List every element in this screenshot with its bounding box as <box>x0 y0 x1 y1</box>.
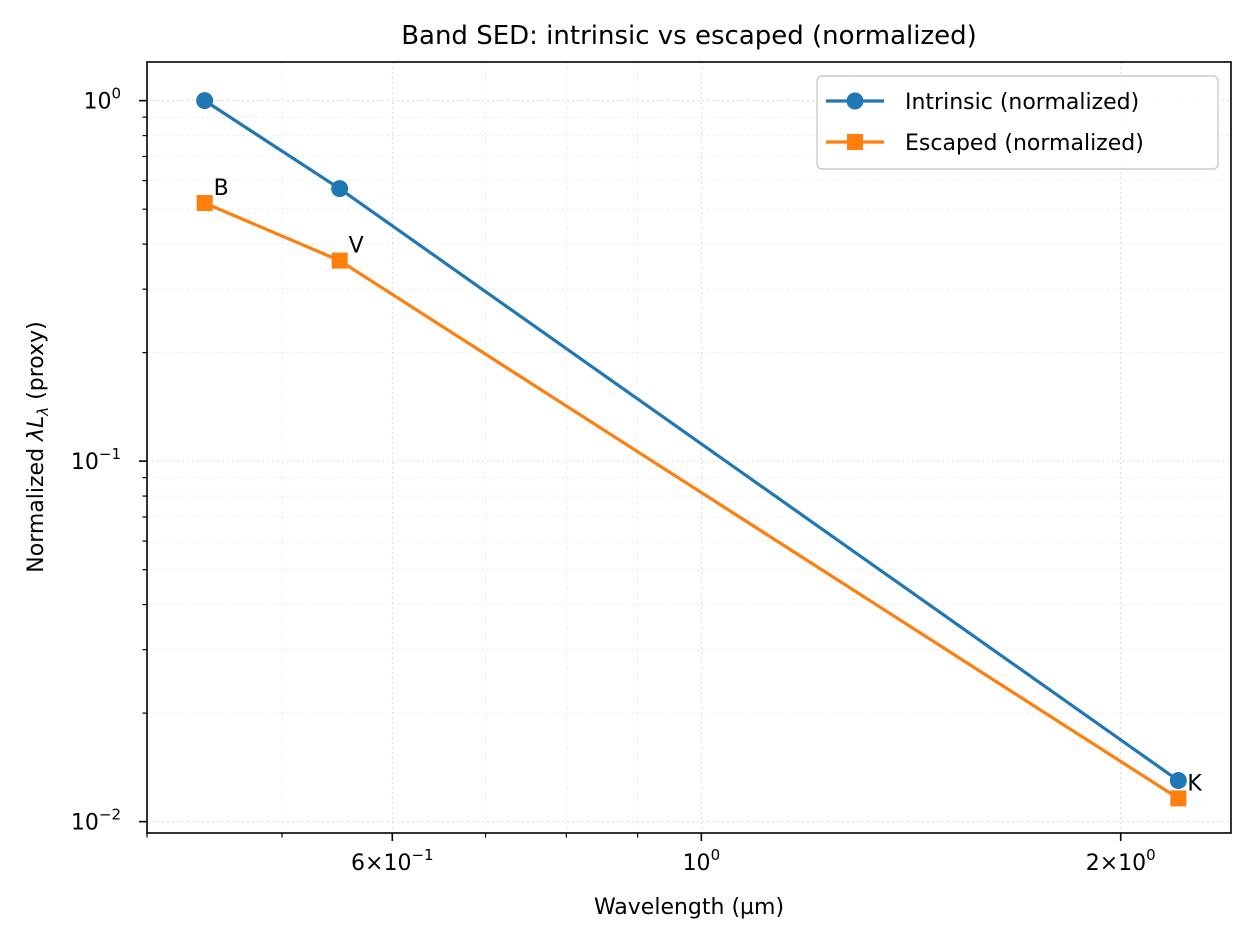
x-axis-label: Wavelength (µm) <box>594 895 784 920</box>
series-2-point <box>1170 790 1187 807</box>
x-tick-mantissa: 2× <box>1086 851 1118 876</box>
y-axis-label: Normalized λLλ (proxy) <box>24 321 52 572</box>
legend-swatch-marker <box>847 134 863 150</box>
y-axis-label-prefix: Normalized <box>24 441 49 573</box>
x-tick-label: 2×100 <box>1086 846 1156 876</box>
y-axis-label-subscript: λ <box>34 407 52 417</box>
x-tick-exponent: −1 <box>411 846 433 864</box>
y-tick-label: 10−1 <box>71 445 121 475</box>
y-axis-label-suffix: (proxy) <box>24 321 49 407</box>
point-annotations: B V K <box>214 176 1203 796</box>
y-tick-exponent: −1 <box>99 445 121 463</box>
x-tick-mantissa: 6× <box>351 851 383 876</box>
series-1-point <box>331 180 349 198</box>
series-2-point <box>331 252 348 269</box>
y-tick-exponent: 0 <box>111 85 121 103</box>
y-axis-label-symbol: λL <box>24 416 49 442</box>
chart-title: Band SED: intrinsic vs escaped (normaliz… <box>401 21 977 51</box>
legend: Intrinsic (normalized) Escaped (normalize… <box>816 75 1219 170</box>
y-tick-base: 10 <box>71 811 99 836</box>
legend-label: Escaped (normalized) <box>905 131 1144 156</box>
series-1-point <box>1169 772 1187 790</box>
y-tick-base: 10 <box>71 450 99 475</box>
x-tick-base: 10 <box>1118 851 1146 876</box>
x-tick-exponent: 0 <box>1146 846 1156 864</box>
point-label: K <box>1187 771 1202 796</box>
x-tick-label: 100 <box>683 846 721 876</box>
series-1-point <box>196 92 214 110</box>
legend-box <box>816 75 1219 170</box>
plot-frame <box>146 61 1232 834</box>
x-tick-exponent: 0 <box>711 846 721 864</box>
y-tick-label: 10−2 <box>71 806 121 836</box>
y-tick-exponent: −2 <box>99 806 121 824</box>
x-tick-base: 10 <box>383 851 411 876</box>
x-tick-label: 6×10−1 <box>351 846 434 876</box>
x-tick-base: 10 <box>683 851 711 876</box>
y-tick-base: 10 <box>83 90 111 115</box>
series <box>196 92 1187 807</box>
point-label: V <box>349 234 364 259</box>
y-tick-label: 100 <box>83 85 121 115</box>
legend-label: Intrinsic (normalized) <box>905 90 1139 115</box>
grid <box>146 62 1231 833</box>
point-label: B <box>214 176 229 201</box>
series-2-point <box>196 195 213 212</box>
legend-swatch-marker <box>846 92 864 110</box>
